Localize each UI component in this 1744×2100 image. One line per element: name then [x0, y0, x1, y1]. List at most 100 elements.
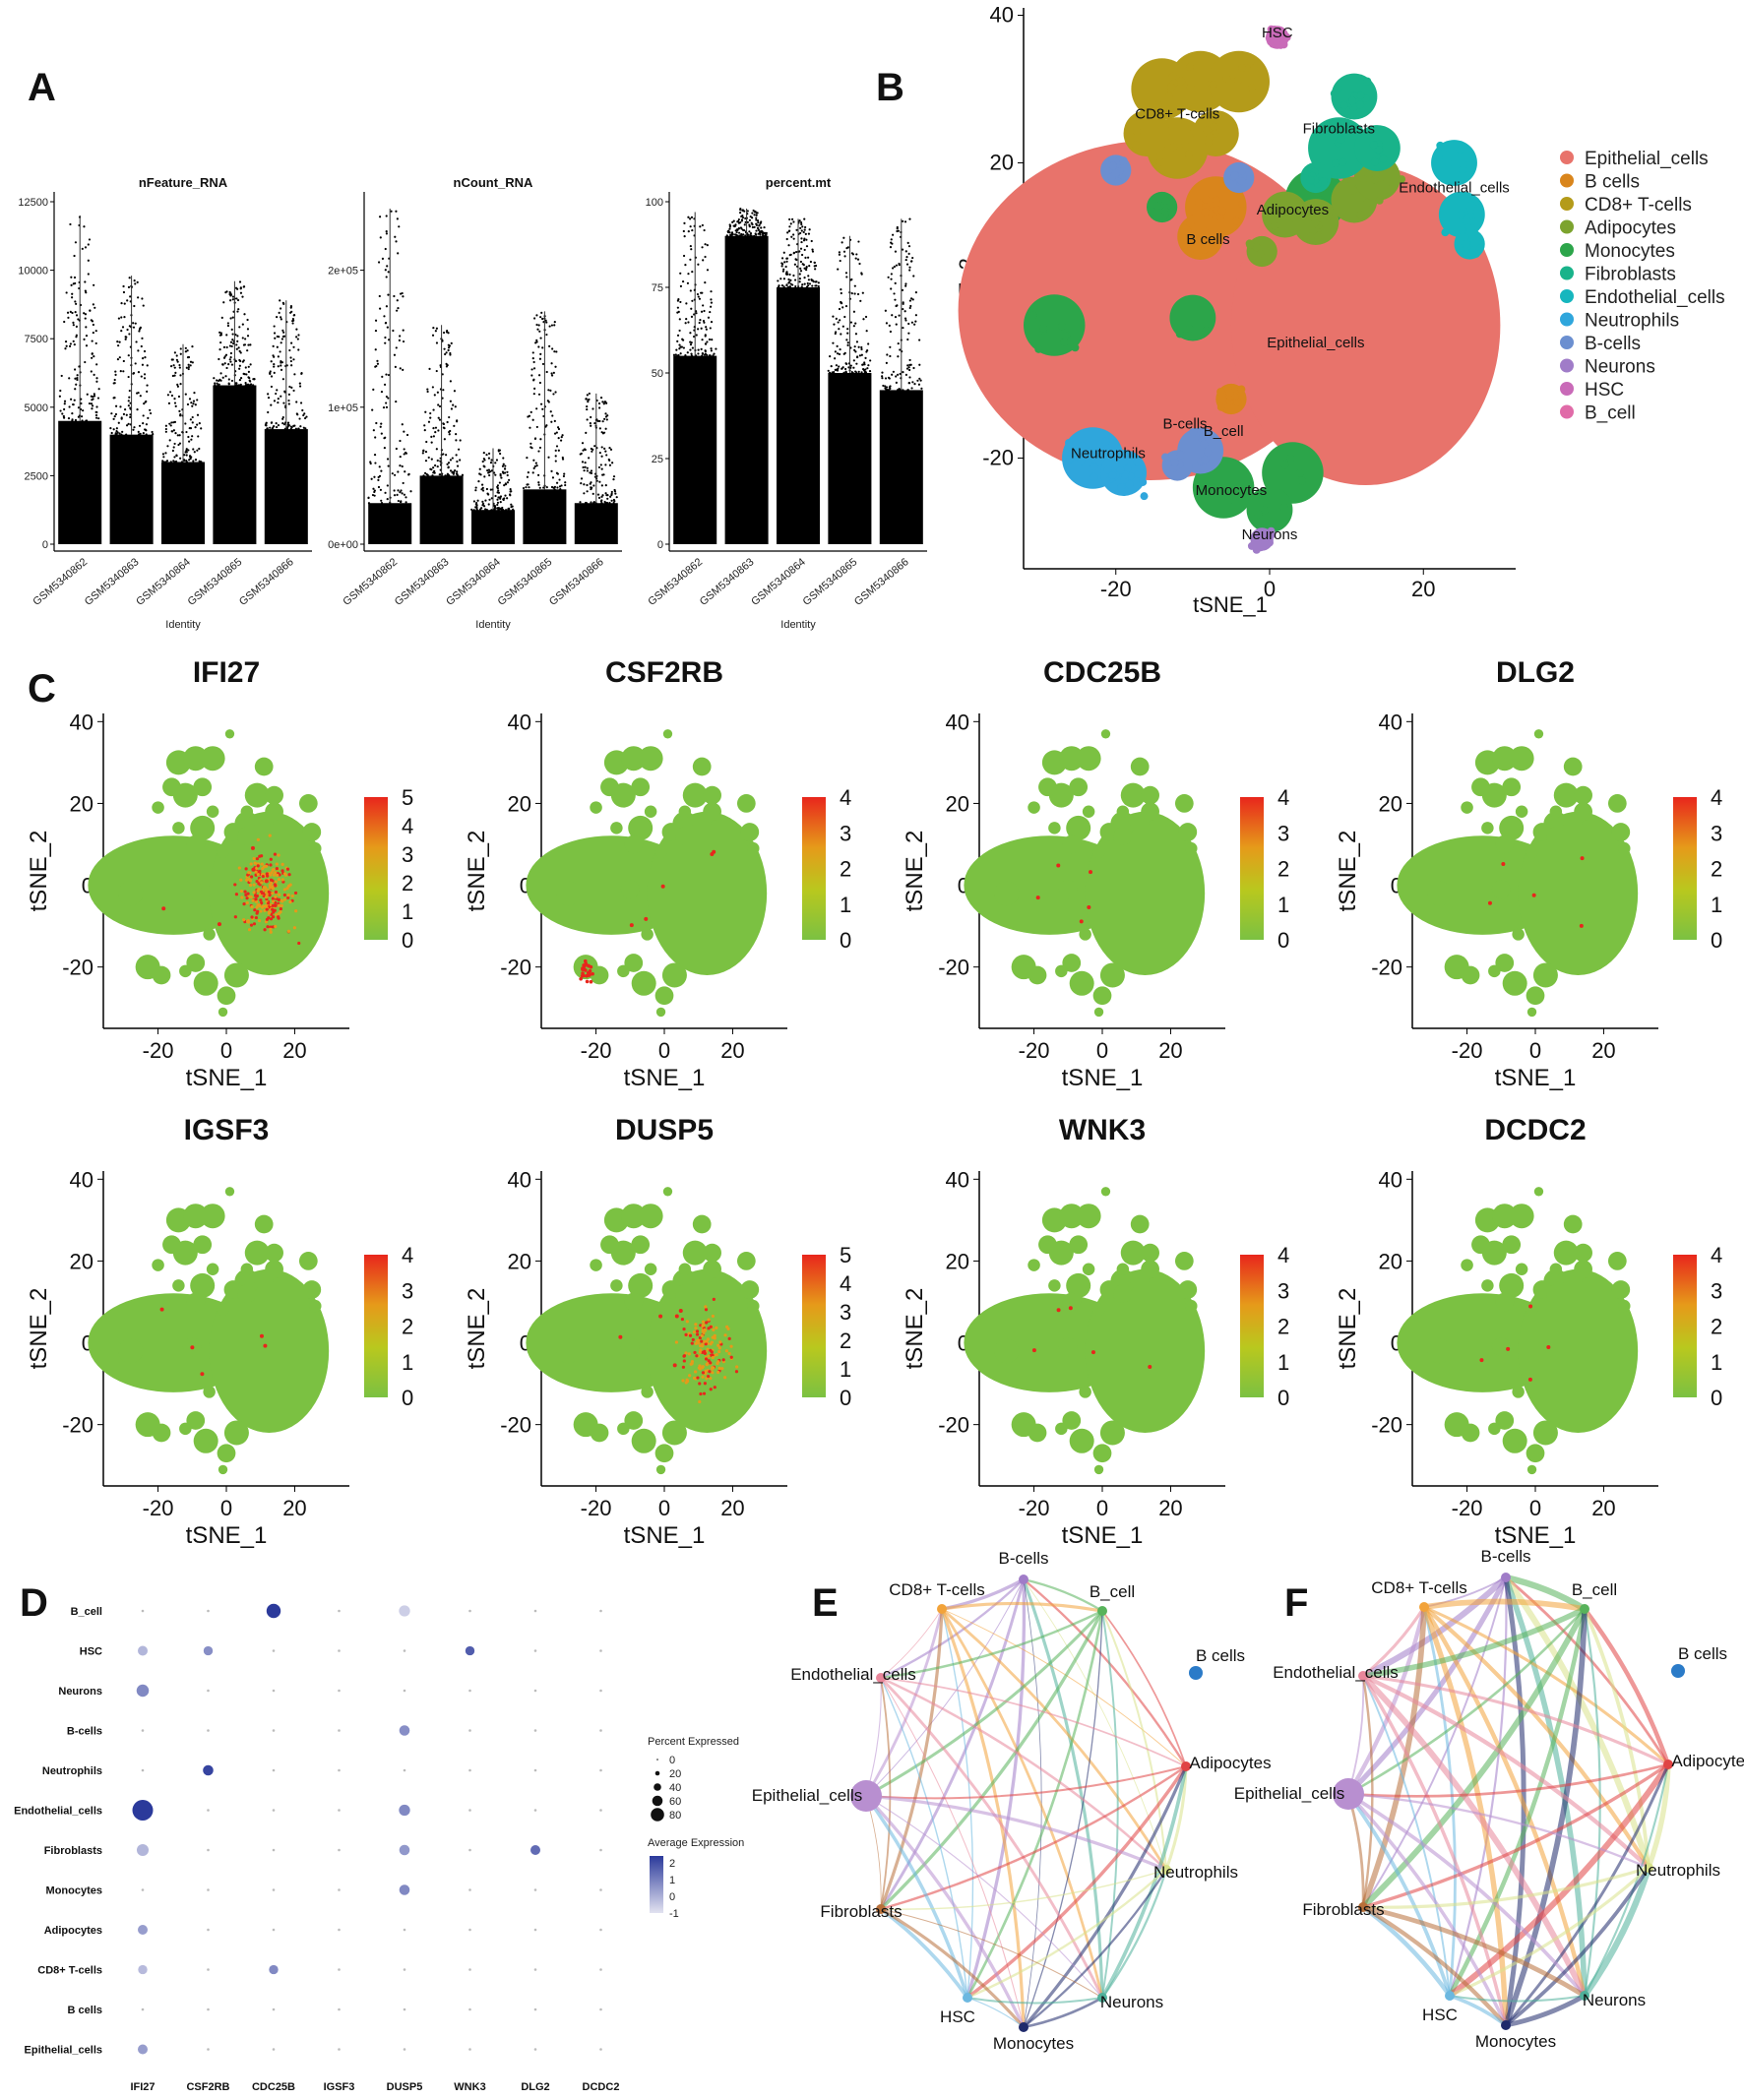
- jitter-point: [124, 407, 127, 411]
- cell-region: [994, 1338, 1020, 1364]
- expressing-cell: [285, 887, 289, 891]
- expressing-cell: [685, 1378, 689, 1382]
- jitter-point: [88, 238, 92, 241]
- edge: [1504, 1866, 1651, 2027]
- jitter-point: [895, 381, 898, 384]
- col-label: CSF2RB: [186, 2081, 229, 2093]
- cluster-cd8: [1123, 50, 1270, 179]
- jitter-point: [832, 315, 835, 318]
- jitter-point: [701, 223, 704, 227]
- expressing-cell: [255, 879, 259, 884]
- expressing-cell: [248, 879, 253, 883]
- x-tick-label: GSM5340864: [134, 556, 193, 608]
- cell-region: [1491, 880, 1511, 899]
- jitter-point: [866, 349, 869, 352]
- tsne-cells: [964, 729, 1206, 1018]
- jitter-point: [894, 281, 897, 284]
- cell-point: [1201, 208, 1210, 216]
- jitter-point: [485, 453, 488, 457]
- cell-region: [183, 746, 209, 772]
- jitter-point: [604, 492, 607, 495]
- jitter-point: [902, 326, 904, 330]
- jitter-point: [736, 220, 739, 223]
- jitter-point: [497, 449, 500, 452]
- cell-point: [1202, 326, 1211, 335]
- jitter-point: [143, 428, 147, 431]
- jitter-point: [532, 379, 535, 382]
- jitter-point: [172, 364, 175, 367]
- dot-empty: [207, 1609, 210, 1613]
- edge: [965, 1578, 1027, 1999]
- y-axis-title: tSNE_2: [26, 1288, 52, 1370]
- expressing-cell: [293, 891, 298, 896]
- cell-point: [1267, 530, 1276, 539]
- jitter-point: [845, 246, 848, 250]
- jitter-point: [800, 237, 803, 240]
- jitter-point: [811, 248, 814, 251]
- cell-point: [1176, 451, 1185, 460]
- cell-region: [1116, 1263, 1130, 1275]
- jitter-point: [683, 235, 686, 238]
- jitter-point: [564, 483, 567, 487]
- cell-region: [1515, 1263, 1528, 1275]
- dot-empty: [468, 1809, 471, 1812]
- jitter-point: [403, 448, 405, 451]
- jitter-point: [539, 402, 543, 405]
- expr-legend-label: -1: [669, 1908, 679, 1920]
- cell-point: [1237, 480, 1246, 489]
- jitter-point: [679, 272, 682, 275]
- jitter-point: [856, 258, 860, 261]
- jitter-point: [600, 495, 603, 498]
- jitter-point: [242, 343, 246, 346]
- jitter-point: [795, 228, 798, 231]
- jitter-point: [83, 312, 86, 315]
- cell-region: [1099, 1420, 1125, 1446]
- jitter-point: [738, 234, 741, 237]
- jitter-point: [218, 379, 220, 383]
- jitter-point: [841, 367, 843, 370]
- dot-empty: [599, 1968, 602, 1971]
- jitter-point: [173, 351, 176, 354]
- jitter-point: [742, 233, 745, 236]
- jitter-point: [450, 407, 454, 410]
- jitter-point: [447, 348, 450, 352]
- edge: [1101, 1869, 1168, 1999]
- dense-points: [109, 434, 154, 544]
- cell-region: [265, 1243, 283, 1263]
- jitter-point: [91, 352, 93, 355]
- expressing-cell: [704, 1305, 708, 1309]
- cell-point: [1458, 191, 1466, 200]
- jitter-point: [803, 228, 806, 231]
- cell-region: [1178, 1280, 1198, 1299]
- cell-region: [631, 970, 656, 996]
- jitter-point: [133, 304, 136, 308]
- colorbar: [1240, 1255, 1264, 1397]
- row-label: B-cells: [67, 1726, 102, 1738]
- panel-c-feature-plots: IFI27-20 0 20-2002040tSNE_1tSNE_2012345CSF…: [26, 656, 1722, 1549]
- jitter-point: [455, 439, 458, 442]
- jitter-point: [236, 310, 239, 313]
- jitter-point: [385, 305, 389, 308]
- jitter-point: [424, 450, 428, 454]
- jitter-point: [385, 401, 388, 404]
- jitter-point: [854, 333, 858, 336]
- jitter-point: [174, 371, 177, 375]
- cell-point: [1441, 228, 1450, 237]
- jitter-point: [690, 340, 693, 344]
- jitter-point: [230, 328, 233, 331]
- jitter-point: [68, 344, 72, 347]
- y-tick-label: 0: [657, 539, 663, 551]
- expressing-cell: [280, 898, 283, 902]
- expressing-cell: [259, 1333, 264, 1338]
- cell-region: [617, 964, 630, 978]
- jitter-point: [387, 397, 390, 400]
- jitter-point: [696, 292, 700, 296]
- node-label: B_cell: [1572, 1580, 1617, 1599]
- jitter-point: [811, 250, 815, 253]
- jitter-point: [188, 398, 192, 401]
- cell-region: [1518, 811, 1639, 975]
- jitter-point: [170, 365, 173, 368]
- expressing-cell: [712, 1328, 716, 1331]
- jitter-point: [125, 424, 129, 427]
- expressing-cell: [269, 917, 274, 921]
